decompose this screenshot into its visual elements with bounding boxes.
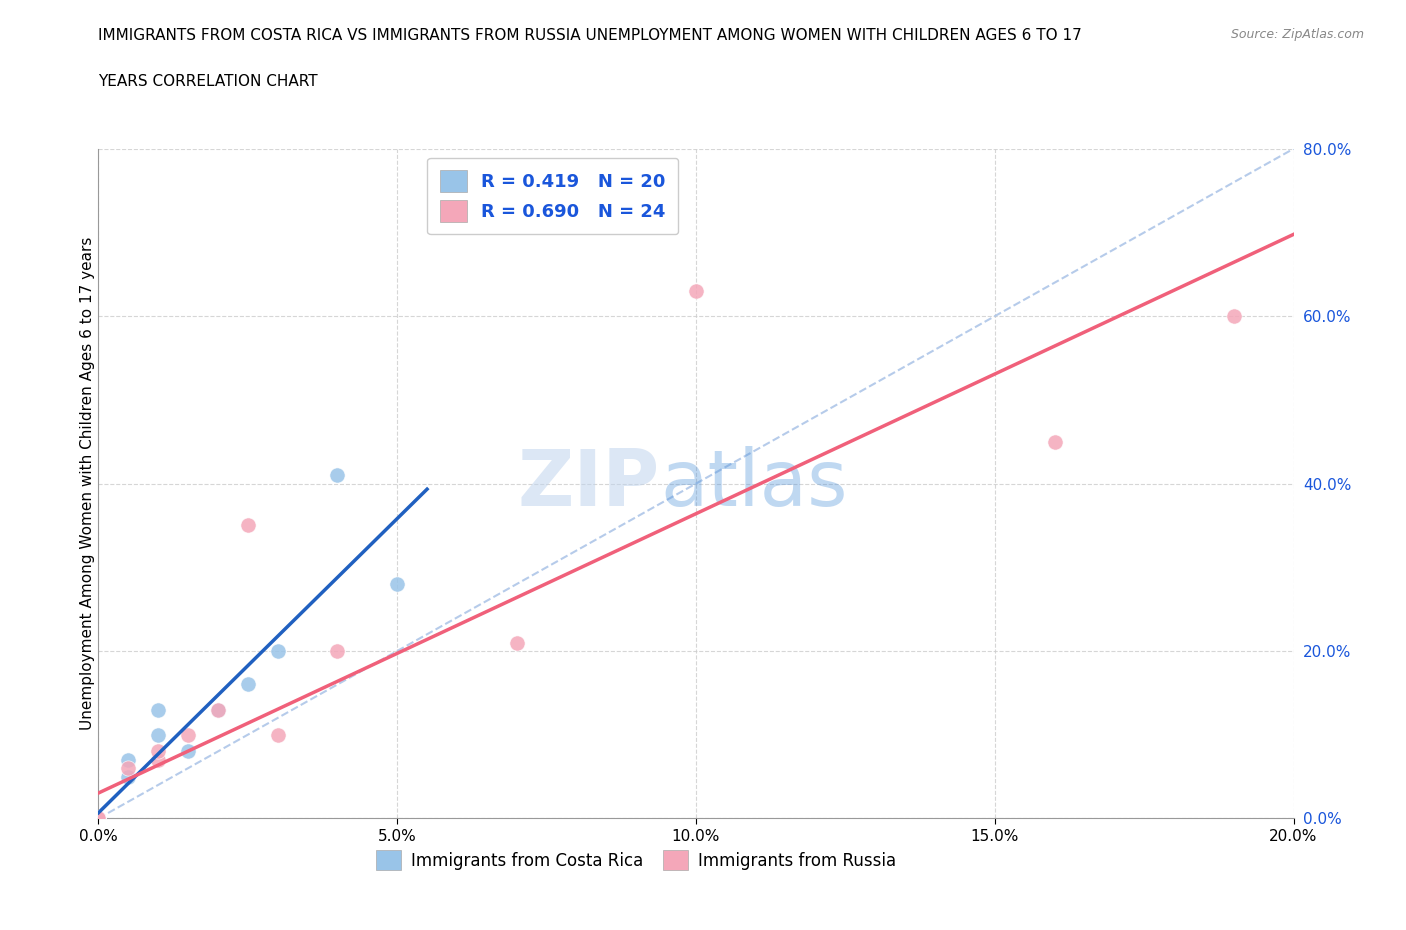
Point [87,811,110,826]
Point [87,811,110,826]
Point [385,577,409,591]
Point [87,811,110,826]
Point [87,811,110,826]
Text: YEARS CORRELATION CHART: YEARS CORRELATION CHART [98,74,318,89]
Point [148,752,170,767]
Point [87,811,110,826]
Point [267,644,290,658]
Point [506,635,529,650]
Point [177,744,200,759]
Point [326,644,349,658]
Point [87,811,110,826]
Point [148,702,170,717]
Point [267,727,290,742]
Text: Source: ZipAtlas.com: Source: ZipAtlas.com [1230,28,1364,41]
Point [148,744,170,759]
Text: IMMIGRANTS FROM COSTA RICA VS IMMIGRANTS FROM RUSSIA UNEMPLOYMENT AMONG WOMEN WI: IMMIGRANTS FROM COSTA RICA VS IMMIGRANTS… [98,28,1083,43]
Point [87,811,110,826]
Text: ZIP: ZIP [517,445,661,522]
Point [87,811,110,826]
Point [207,702,229,717]
Text: atlas: atlas [661,445,848,522]
Point [87,811,110,826]
Point [117,769,139,784]
Point [87,811,110,826]
Point [87,811,110,826]
Point [87,811,110,826]
Point [1043,434,1066,449]
Point [177,727,200,742]
Point [87,811,110,826]
Point [326,468,349,483]
Point [236,518,259,533]
Point [117,761,139,776]
Point [148,727,170,742]
Point [87,811,110,826]
Point [87,811,110,826]
Y-axis label: Unemployment Among Women with Children Ages 6 to 17 years: Unemployment Among Women with Children A… [80,237,94,730]
Point [117,752,139,767]
Point [685,284,707,299]
Point [87,811,110,826]
Point [87,811,110,826]
Point [87,811,110,826]
Point [87,811,110,826]
Legend: Immigrants from Costa Rica, Immigrants from Russia: Immigrants from Costa Rica, Immigrants f… [370,844,903,877]
Point [1223,309,1246,324]
Point [87,811,110,826]
Point [236,677,259,692]
Point [87,811,110,826]
Point [87,811,110,826]
Point [207,702,229,717]
